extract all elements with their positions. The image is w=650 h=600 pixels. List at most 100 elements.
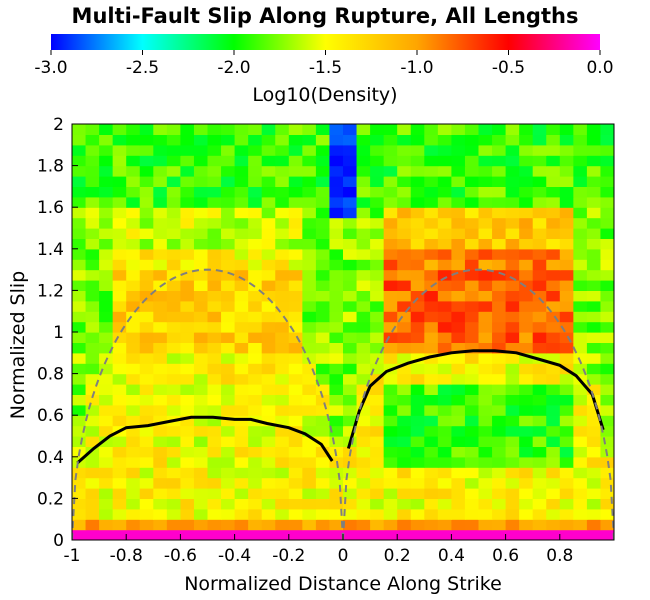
heatmap-cell [451,404,466,416]
colorbar-tick-label: -1.5 [309,58,342,78]
heatmap-cell [410,300,425,312]
heatmap-cell [478,415,493,427]
heatmap-cell [99,144,114,156]
heatmap-cell [329,134,344,146]
heatmap-cell [410,384,425,395]
heatmap-cell [410,404,425,416]
heatmap-cell [356,352,371,364]
heatmap-cell [302,196,317,208]
heatmap-cell [99,248,114,260]
heatmap-cell [505,373,520,385]
heatmap-cell [437,134,452,146]
heatmap-cell [559,269,574,281]
heatmap-cell [275,498,290,510]
heatmap-cell [559,498,574,510]
heatmap-cell [546,144,561,156]
heatmap-cell [221,228,236,239]
heatmap-cell [288,384,303,395]
heatmap-cell [343,508,358,520]
heatmap-cell [573,342,588,354]
heatmap-cell [356,373,371,385]
heatmap-cell [505,155,520,167]
heatmap-cell [207,207,222,219]
heatmap-cell [275,155,290,167]
heatmap-cell [248,280,263,291]
heatmap-cell [193,186,209,198]
heatmap-cell [424,134,439,146]
heatmap-cell [532,238,547,250]
heatmap-cell [532,332,547,343]
heatmap-cell [166,196,181,208]
heatmap-cell [153,124,168,135]
heatmap-cell [451,186,466,198]
heatmap-cell [437,124,452,135]
heatmap-cell [72,477,87,489]
heatmap-cell [85,373,100,385]
heatmap-cell [221,373,236,385]
heatmap-cell [451,176,466,187]
heatmap-cell [180,456,195,468]
heatmap-cell [437,300,452,312]
heatmap-cell [112,456,127,468]
heatmap-cell [302,394,317,406]
heatmap-cell [112,165,127,177]
heatmap-cell [451,477,466,489]
heatmap-cell [600,498,614,510]
heatmap-cell [234,300,249,312]
heatmap-cell [370,498,385,510]
heatmap-cell [234,217,249,229]
heatmap-cell [586,186,602,198]
heatmap-cell [275,311,290,323]
heatmap-cell [302,425,317,437]
heatmap-cell [99,467,114,479]
x-axis-ticks: -1 -0.8 -0.6 -0.4 -0.2 0 0.2 0.4 0.6 0.8 [64,534,573,566]
heatmap-cell [356,311,371,323]
x-tick-label: 0.8 [546,546,573,566]
heatmap-cell [261,467,276,479]
heatmap-cell [424,415,439,427]
heatmap-cell [437,155,452,167]
heatmap-cell [546,363,561,375]
heatmap-cell [302,144,317,156]
heatmap-cell [275,290,290,302]
heatmap-cell [180,165,195,177]
chart-title: Multi-Fault Slip Along Rupture, All Leng… [72,4,579,28]
colorbar-tick-label: 0.0 [586,58,613,78]
heatmap-cell [261,394,276,406]
heatmap-cell [573,280,588,291]
heatmap-cell [451,498,466,510]
heatmap-cell [492,300,507,312]
heatmap-cell [383,425,398,437]
heatmap-cell [464,342,480,354]
heatmap-cell [275,207,290,219]
heatmap-cell [234,363,249,375]
heatmap-cell [275,186,290,198]
heatmap-cell [207,477,222,489]
heatmap-cell [424,124,439,135]
heatmap-cell [166,436,181,447]
heatmap-cell [315,196,331,208]
heatmap-cell [492,342,507,354]
heatmap-cell [329,311,344,323]
heatmap-cell [193,238,209,250]
heatmap-cell [343,488,358,499]
heatmap-cell [397,519,412,531]
heatmap-cell [126,498,141,510]
heatmap-cell [234,280,249,291]
heatmap-cell [315,332,331,343]
heatmap-cell [85,467,100,479]
heatmap-cell [85,207,100,219]
heatmap-cell [248,373,263,385]
heatmap-cell [505,124,520,135]
heatmap-cell [478,456,493,468]
heatmap-cell [370,280,385,291]
heatmap-cell [559,352,574,364]
heatmap-cell [234,207,249,219]
heatmap-cell [383,529,398,540]
heatmap-cell [573,321,588,333]
heatmap-cell [221,519,236,531]
heatmap-cell [72,300,87,312]
heatmap-cell [451,394,466,406]
heatmap-cell [356,207,371,219]
heatmap-cell [464,186,480,198]
